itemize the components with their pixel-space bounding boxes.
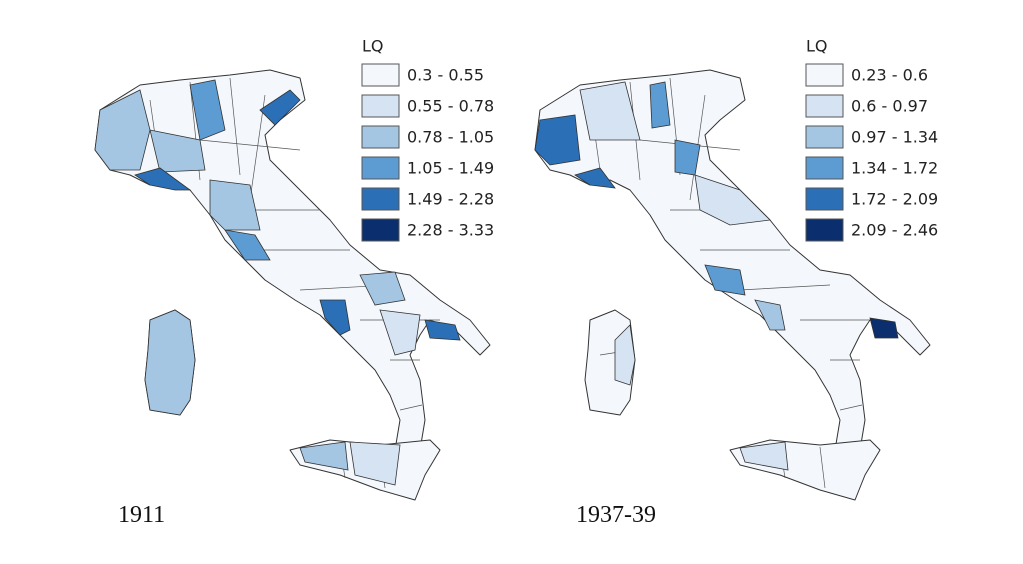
legend-swatch [805, 94, 844, 118]
legend-label: 2.28 - 3.33 [407, 221, 494, 240]
legend-label: 0.23 - 0.6 [851, 66, 928, 85]
legend: LQ 0.23 - 0.6 0.6 - 0.97 0.97 - 1.34 1.34 - … [805, 37, 938, 242]
legend-swatch [805, 63, 844, 87]
legend-swatch [361, 187, 400, 211]
legend-swatch [805, 156, 844, 180]
legend-label: 1.49 - 2.28 [407, 190, 494, 209]
legend-swatch [361, 156, 400, 180]
legend-swatch [361, 218, 400, 242]
legend-label: 0.3 - 0.55 [407, 66, 484, 85]
legend-label: 1.34 - 1.72 [851, 159, 938, 178]
map-1937-39 [534, 69, 931, 501]
legend-swatch [805, 218, 844, 242]
map-1911 [94, 69, 491, 501]
legend-label: 0.97 - 1.34 [851, 128, 938, 147]
legend-label: 0.6 - 0.97 [851, 97, 928, 116]
legend-title: LQ [362, 37, 384, 56]
legend-label: 0.78 - 1.05 [407, 128, 494, 147]
legend-swatch [805, 187, 844, 211]
legend-swatch [805, 125, 844, 149]
legend-swatch [361, 125, 400, 149]
legend-label: 2.09 - 2.46 [851, 221, 938, 240]
legend-title: LQ [806, 37, 828, 56]
legend-label: 0.55 - 0.78 [407, 97, 494, 116]
legend-label: 1.05 - 1.49 [407, 159, 494, 178]
legend-label: 1.72 - 2.09 [851, 190, 938, 209]
map-year: 1911 [118, 502, 165, 528]
map-year: 1937-39 [576, 502, 656, 528]
legend-swatch [361, 63, 400, 87]
legend: LQ 0.3 - 0.55 0.55 - 0.78 0.78 - 1.05 1.05 -… [361, 37, 494, 242]
legend-swatch [361, 94, 400, 118]
